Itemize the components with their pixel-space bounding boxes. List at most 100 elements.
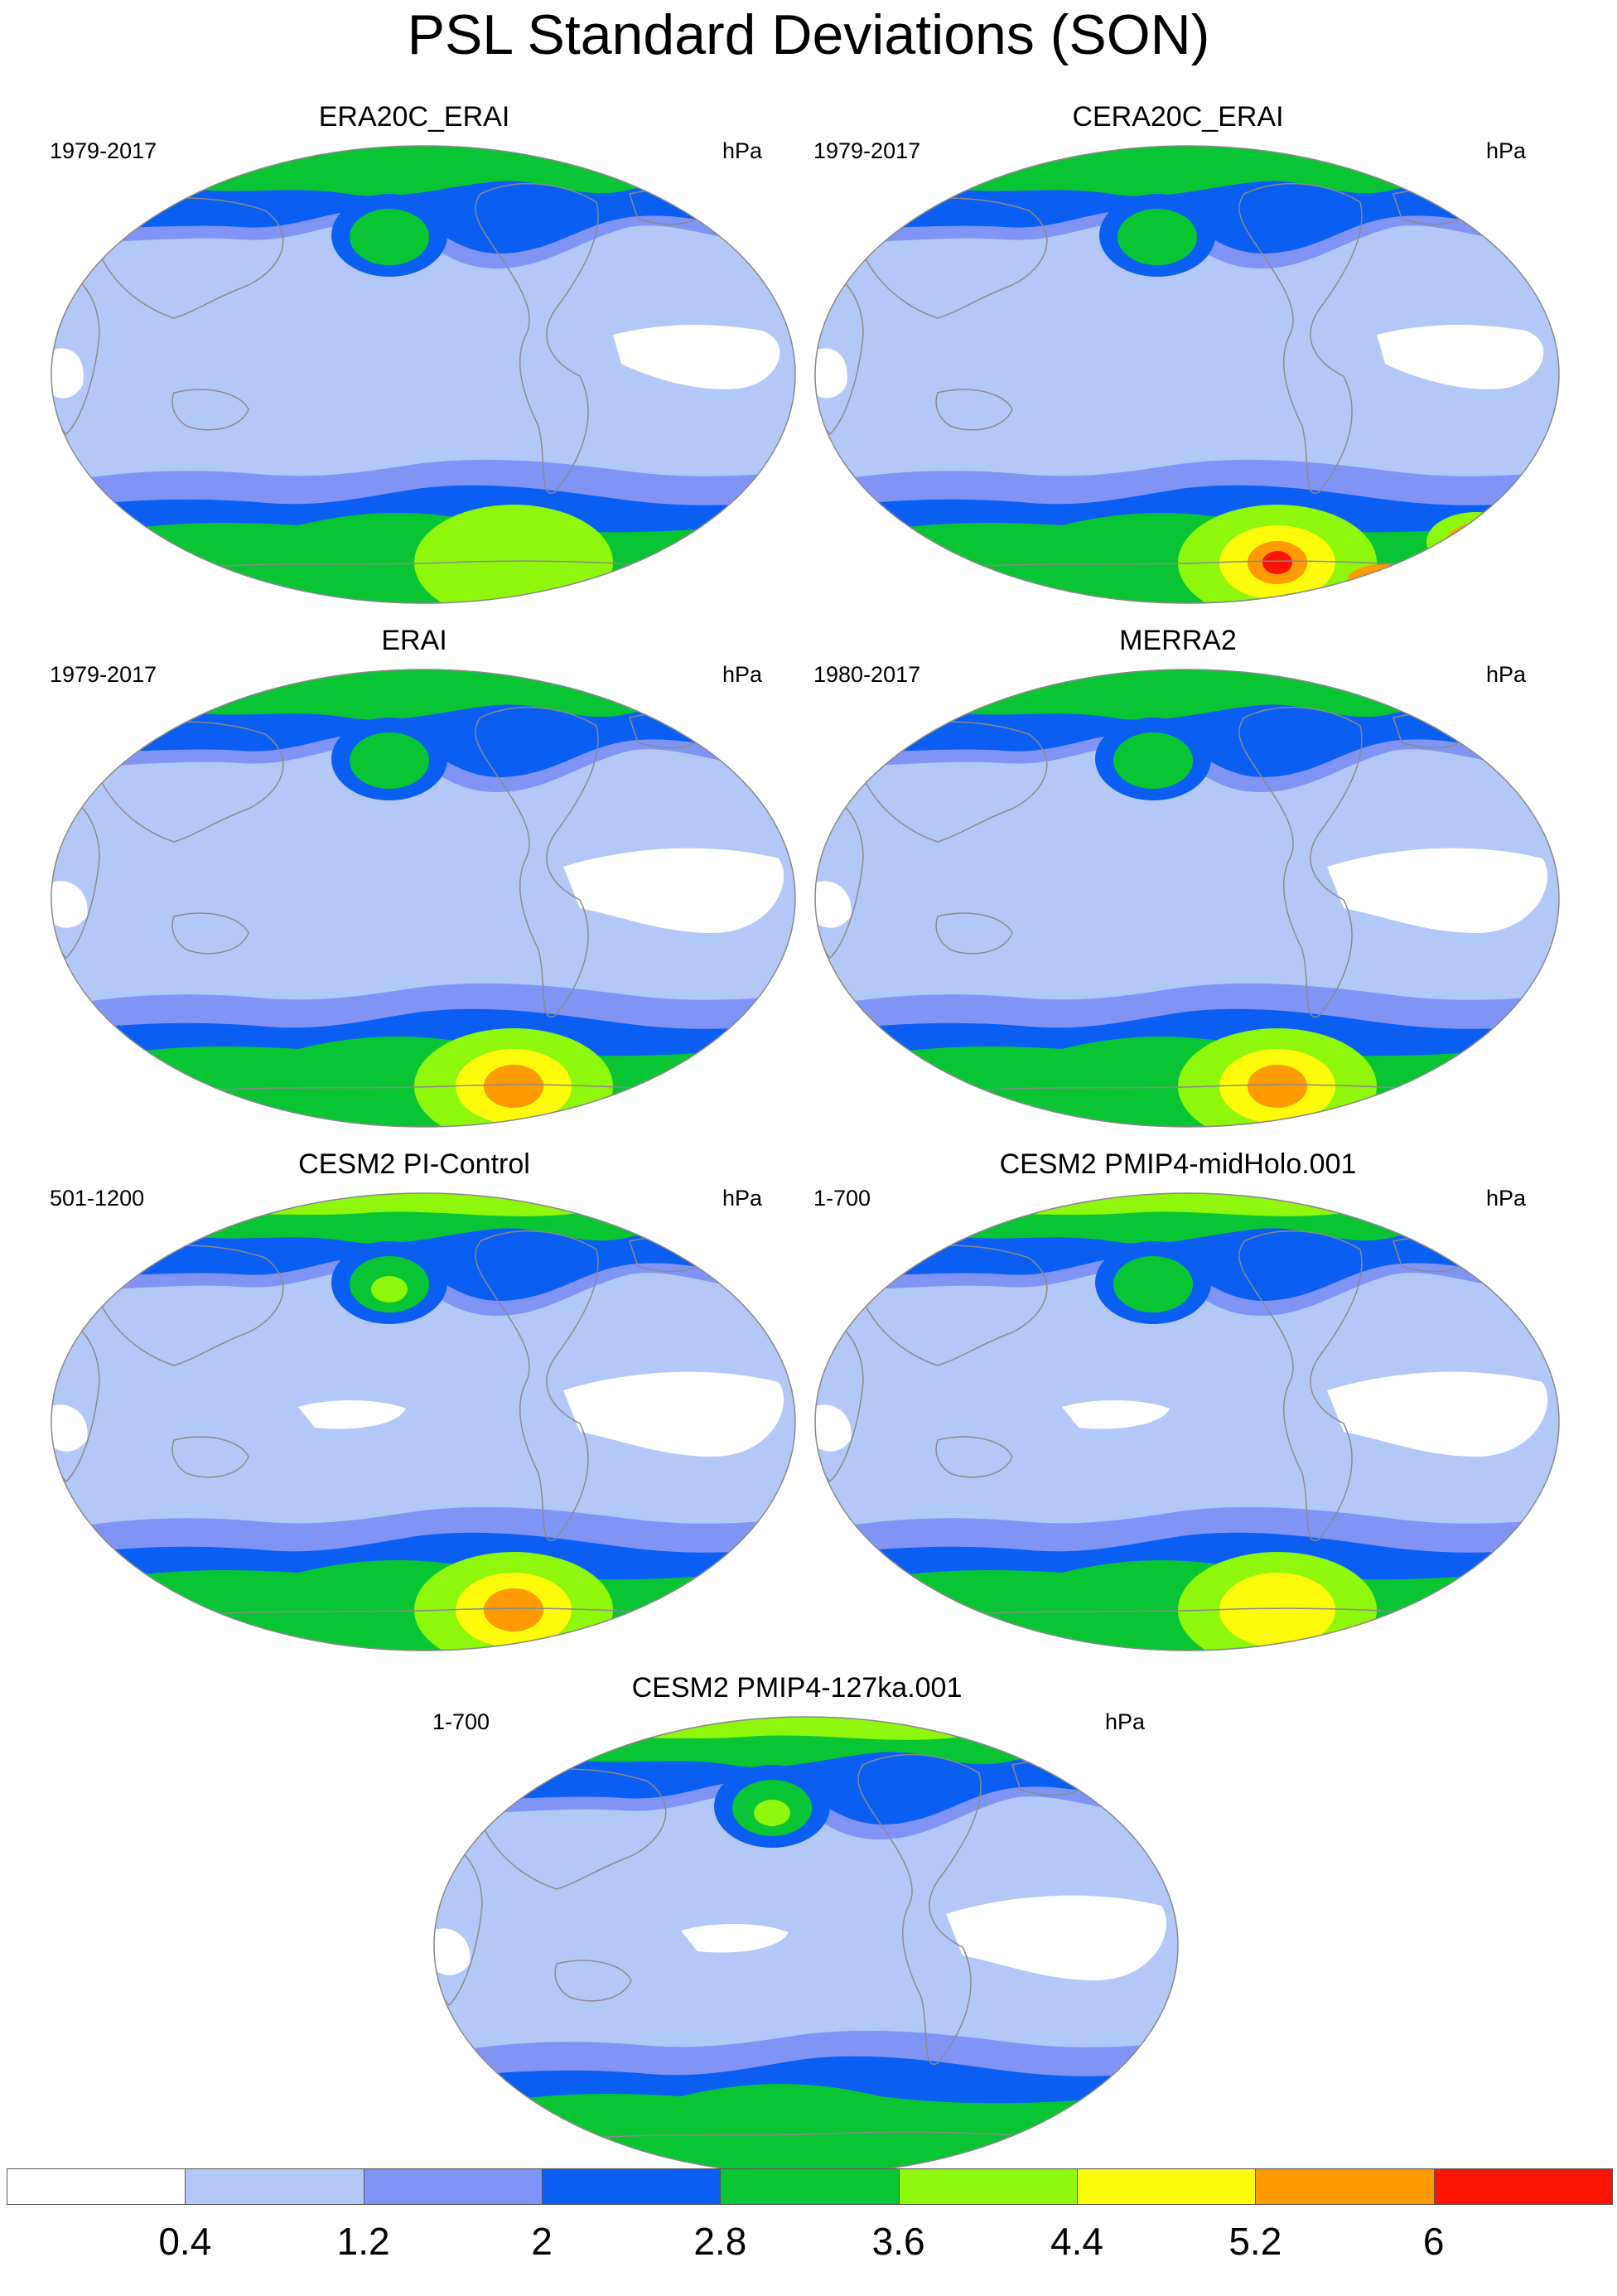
map-panel: CESM2 PMIP4-127ka.001 1-700 hPa (399, 1670, 1195, 2184)
panel-title: CESM2 PI-Control (298, 1148, 530, 1180)
colorbar-swatch (1077, 2168, 1257, 2205)
colorbar-tick-label: 4.4 (1050, 2220, 1103, 2263)
panel-years: 1979-2017 (50, 662, 157, 687)
map-panel: ERA20C_ERAI 1979-2017 hPa (17, 99, 812, 613)
coastline-4 (554, 1960, 632, 2002)
tropical-minimum-atlantic (563, 1371, 784, 1457)
coastline-2 (857, 197, 1048, 319)
colorbar-tick-label: 1.2 (336, 2220, 390, 2263)
tropical-minimum-africa (51, 1404, 88, 1452)
coastline-2 (93, 1245, 284, 1366)
tropical-minimum-atlantic (946, 1895, 1167, 1980)
panel-years: 1979-2017 (50, 138, 157, 163)
tropical-minimum-africa (51, 881, 88, 928)
colorbar-swatch (185, 2168, 364, 2205)
coastline-4 (935, 389, 1013, 431)
robinson-map (433, 1716, 1179, 2175)
panel-title: ERA20C_ERAI (318, 101, 510, 133)
panel-units: hPa (722, 138, 762, 163)
map-border (814, 669, 1560, 1128)
coastline-1 (1238, 182, 1363, 495)
colorbar-swatch (363, 2168, 543, 2205)
drake-passage-core (1370, 577, 1400, 587)
north-pacific-low (1113, 732, 1193, 789)
colorbar-tick-label: 3.6 (871, 2220, 925, 2263)
coastline-1 (1238, 1230, 1363, 1542)
south-pacific-ring-3 (484, 1065, 543, 1108)
map-panel: MERRA2 1980-2017 hPa (780, 623, 1576, 1137)
tropical-minimum-atlantic (1327, 1371, 1548, 1457)
tropical-minimum-pacific (1062, 1399, 1170, 1429)
tropical-minimum-atlantic (613, 325, 780, 389)
panel-units: hPa (722, 1186, 762, 1211)
colorbar-tick-label: 0.4 (158, 2220, 212, 2263)
map-border (51, 145, 796, 604)
robinson-map (51, 669, 796, 1128)
robinson-map (51, 145, 796, 604)
robinson-map (51, 1192, 796, 1651)
colorbar-swatch (7, 2168, 186, 2205)
tropical-minimum-africa (815, 881, 852, 928)
panel-years: 1980-2017 (813, 662, 921, 687)
panel-units: hPa (1104, 1709, 1145, 1734)
coastline-1 (475, 1230, 599, 1542)
panel-title: CERA20C_ERAI (1072, 101, 1284, 133)
south-pacific-ring-2 (1219, 1573, 1335, 1647)
panel-years: 1-700 (813, 1186, 871, 1211)
figure-title: PSL Standard Deviations (SON) (407, 3, 1210, 66)
panel-units: hPa (1485, 1186, 1526, 1211)
coastline-4 (171, 389, 249, 431)
map-panel: CESM2 PI-Control 501-1200 hPa (17, 1147, 812, 1660)
colorbar-swatch (1433, 2168, 1613, 2205)
coastline-4 (171, 912, 249, 955)
panel-years: 501-1200 (50, 1186, 145, 1211)
panel-title: CESM2 PMIP4-midHolo.001 (999, 1148, 1357, 1180)
colorbar-swatch (542, 2168, 722, 2205)
north-pacific-core (371, 1276, 408, 1303)
coastline-2 (857, 1245, 1048, 1366)
coastline-2 (475, 1768, 667, 1890)
coastline-4 (935, 1436, 1013, 1478)
south-pacific-ring-4 (1262, 551, 1292, 574)
tropical-minimum-atlantic (1377, 325, 1544, 389)
panel-years: 1979-2017 (813, 138, 921, 163)
south-pacific-ring-3 (484, 1588, 543, 1631)
north-pacific-low (1113, 1256, 1193, 1312)
panel-units: hPa (722, 662, 762, 687)
panel-units: hPa (1485, 138, 1526, 163)
tropical-minimum-atlantic (1327, 848, 1548, 933)
map-border (814, 1192, 1560, 1651)
colorbar (7, 2168, 1613, 2205)
coastline-4 (935, 912, 1013, 955)
north-pacific-core (754, 1800, 790, 1826)
south-atlantic-ring-2 (1446, 524, 1506, 560)
robinson-map (814, 1192, 1560, 1651)
coastline-1 (857, 1753, 982, 2066)
colorbar-tick-label: 5.2 (1228, 2220, 1282, 2263)
panel-years: 1-700 (432, 1709, 490, 1734)
south-atlantic-core (1461, 532, 1491, 552)
colorbar-tick-label: 2 (531, 2220, 553, 2263)
map-panel: CESM2 PMIP4-midHolo.001 1-700 hPa (780, 1147, 1576, 1660)
tropical-minimum-pacific (681, 1923, 789, 1953)
robinson-map (814, 669, 1560, 1128)
colorbar-swatch (1255, 2168, 1435, 2205)
coastline-4 (171, 1436, 249, 1478)
colorbar-tick-label: 2.8 (693, 2220, 747, 2263)
north-pacific-low (1117, 209, 1197, 265)
colorbar-swatch (898, 2168, 1078, 2205)
coastline-2 (93, 197, 284, 319)
tropical-minimum-africa (815, 348, 847, 399)
robinson-map (814, 145, 1560, 604)
coastline-1 (1238, 706, 1363, 1018)
coastline-2 (857, 721, 1048, 843)
north-pacific-low (350, 732, 429, 789)
coastline-2 (93, 721, 284, 843)
tropical-minimum-africa (815, 1404, 852, 1452)
north-pacific-low (350, 209, 429, 265)
coastline-1 (475, 182, 599, 495)
south-pacific-ring-3 (1248, 1065, 1307, 1108)
map-border (51, 669, 796, 1128)
map-border (814, 145, 1560, 604)
panel-title: MERRA2 (1119, 625, 1237, 656)
